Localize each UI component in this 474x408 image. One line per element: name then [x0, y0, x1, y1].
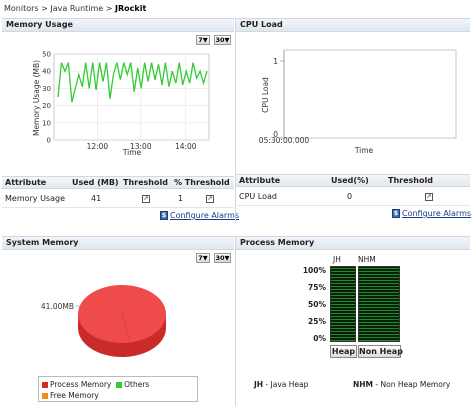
cpu-col-used: Used(%) [331, 176, 369, 185]
memory-col-attribute: Attribute [5, 178, 47, 187]
system-memory-title: System Memory [6, 238, 79, 247]
table-row: Memory Usage 41 1 [2, 190, 234, 208]
cpu-col-threshold: Threshold [388, 176, 433, 185]
memory-row-attribute: Memory Usage [5, 194, 66, 203]
cpu-plot-area [283, 49, 457, 139]
heap-bar-label: Heap [330, 345, 357, 358]
legend-process-memory: Process Memory [50, 380, 112, 389]
memory-usage-chart: 0 10 20 30 40 50 12:00 13:00 14:00 Memory Usage… [32, 51, 210, 157]
memory-pct-threshold-edit-icon[interactable]: ↗ [206, 195, 214, 203]
memory-threshold-edit-icon[interactable]: ↗ [142, 195, 150, 203]
heap-bar [330, 266, 356, 342]
memory-x-tick-label: 12:00 [87, 142, 109, 151]
legend-others: Others [124, 380, 150, 389]
cpu-threshold-edit-icon[interactable]: ↗ [425, 193, 433, 201]
system-memory-legend: Process Memory Others Free Memory [38, 376, 198, 402]
nhm-abbr: NHM [353, 380, 374, 389]
cpu-row-attribute: CPU Load [239, 192, 277, 201]
memory-y-axis-label: Memory Usage (MB) [32, 60, 41, 136]
breadcrumb-separator: > [41, 4, 48, 13]
memory-y-tick-label: 10 [42, 119, 51, 127]
configure-alarms-icon[interactable]: $ [392, 209, 400, 218]
memory-grid [54, 53, 209, 141]
period-7-days-button[interactable]: 7▼ [196, 253, 210, 263]
memory-x-tick-label: 13:00 [130, 142, 152, 151]
cpu-y-tick-1: 1 [273, 57, 278, 66]
process-memory-header: Process Memory [236, 236, 470, 250]
memory-y-tick-label: 30 [42, 85, 51, 93]
cpu-configure-alarms-link[interactable]: Configure Alarms [402, 209, 472, 218]
jh-abbr: JH [254, 380, 264, 389]
system-memory-header: System Memory [2, 236, 234, 250]
cpu-load-header: CPU Load [236, 18, 470, 32]
configure-alarms-icon[interactable]: $ [160, 211, 168, 220]
cpu-load-title: CPU Load [240, 20, 283, 29]
memory-col-threshold: Threshold [123, 178, 168, 187]
table-row: CPU Load 0 [236, 188, 470, 206]
cpu-x-axis-label: Time [354, 146, 374, 155]
cpu-load-chart: 1 0 05:30:00.000 CPU Load Time [259, 49, 457, 155]
breadcrumb: Monitors > Java Runtime > JRockit [4, 4, 146, 13]
cpu-col-attribute: Attribute [239, 176, 281, 185]
memory-y-tick-label: 0 [47, 137, 51, 145]
memory-usage-title: Memory Usage [6, 20, 73, 29]
memory-usage-header: Memory Usage [2, 18, 234, 32]
process-memory-title: Process Memory [240, 238, 315, 247]
jh-column-header: JH [333, 255, 341, 264]
memory-table-header: Attribute Used (MB) Threshold % Threshol… [2, 176, 234, 189]
legend-free-memory: Free Memory [50, 391, 99, 400]
breadcrumb-separator: > [105, 4, 113, 13]
breadcrumb-java-runtime[interactable]: Java Runtime [50, 4, 104, 13]
cpu-x-tick: 05:30:00.000 [259, 136, 310, 145]
jh-text: - Java Heap [265, 380, 309, 389]
panel-divider [235, 236, 236, 406]
legend-swatch [42, 382, 48, 388]
memory-col-pct-threshold: % Threshold [174, 178, 230, 187]
breadcrumb-current: JRockit [115, 4, 147, 13]
breadcrumb-monitors[interactable]: Monitors [4, 4, 39, 13]
memory-y-tick-label: 50 [42, 51, 51, 59]
cpu-y-tick-0: 0 [273, 130, 278, 139]
pie-slice-label: 41.00MB [41, 302, 74, 311]
memory-y-tick-label: 40 [42, 68, 51, 76]
memory-configure-alarms-link[interactable]: Configure Alarms [170, 211, 240, 220]
non-heap-bar [358, 266, 400, 342]
cpu-table-header: Attribute Used(%) Threshold [236, 174, 470, 187]
legend-swatch [116, 382, 123, 388]
y-tick-100: 100% [302, 266, 326, 275]
legend-swatch [42, 393, 48, 399]
period-30-days-button[interactable]: 30▼ [214, 253, 231, 263]
y-tick-0: 0% [313, 334, 326, 343]
memory-x-ticks: 12:00 13:00 14:00 [87, 142, 197, 151]
non-heap-bar-label: Non Heap [358, 345, 403, 358]
y-tick-25: 25% [308, 317, 326, 326]
nhm-text: - Non Heap Memory [375, 380, 451, 389]
pie-slice-edge [121, 313, 131, 343]
y-tick-75: 75% [308, 283, 326, 292]
cpu-row-used: 0 [347, 192, 353, 201]
memory-row-pct: 1 [178, 194, 184, 203]
memory-col-used: Used (MB) [72, 178, 119, 187]
system-memory-pie-chart: 41.00MB [41, 285, 166, 357]
jh-legend: JH - Java Heap [254, 380, 308, 389]
period-7-days-button[interactable]: 7▼ [196, 35, 210, 45]
nhm-legend: NHM - Non Heap Memory [353, 380, 450, 389]
memory-y-tick-label: 20 [42, 102, 51, 110]
memory-x-tick-label: 14:00 [175, 142, 197, 151]
memory-usage-series-line [57, 62, 208, 103]
cpu-y-axis-label: CPU Load [261, 77, 270, 113]
memory-x-axis-label: Time [122, 148, 142, 157]
panel-divider [235, 18, 236, 223]
nhm-column-header: NHM [358, 255, 376, 264]
memory-y-ticks: 0 10 20 30 40 50 [42, 51, 51, 145]
period-30-days-button[interactable]: 30▼ [214, 35, 231, 45]
y-tick-50: 50% [308, 300, 326, 309]
memory-row-used: 41 [91, 194, 102, 203]
